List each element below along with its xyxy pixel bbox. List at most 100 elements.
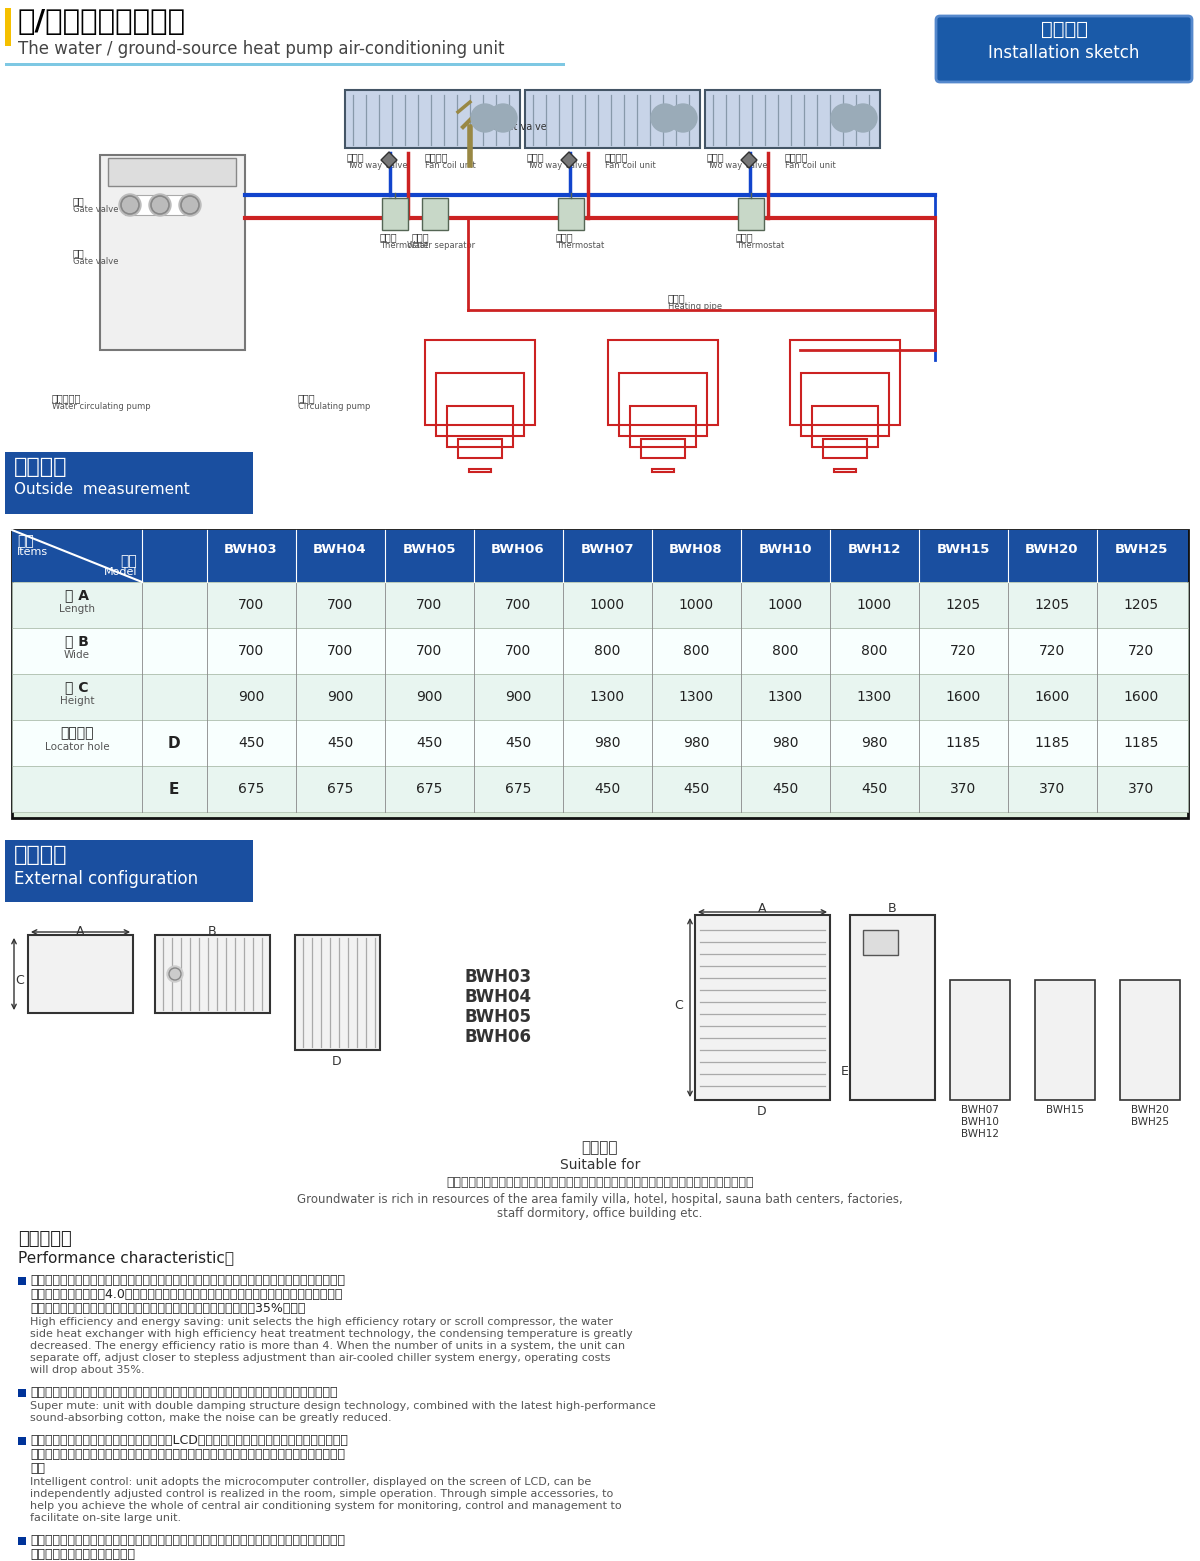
Text: staff dormitory, office building etc.: staff dormitory, office building etc. bbox=[497, 1207, 703, 1221]
Text: BWH07: BWH07 bbox=[581, 543, 634, 556]
Text: independently adjusted control is realized in the room, simple operation. Throug: independently adjusted control is realiz… bbox=[30, 1489, 613, 1499]
Text: will drop about 35%.: will drop about 35%. bbox=[30, 1364, 145, 1375]
Text: 450: 450 bbox=[326, 735, 353, 749]
Text: 900: 900 bbox=[505, 690, 532, 704]
Text: 二通阀: 二通阀 bbox=[527, 151, 545, 162]
Text: 简便。通过简单的选配件，要帮助您实现整个空调系统集中监控，方便现场大量机组的监控和管: 简便。通过简单的选配件，要帮助您实现整个空调系统集中监控，方便现场大量机组的监控… bbox=[30, 1449, 346, 1461]
Bar bbox=[526, 91, 700, 148]
Text: 高效节能：机组选用高效旋转式或涡旋式压缩机，水侧换热器采用高效换热技术处理，冷凝温度: 高效节能：机组选用高效旋转式或涡旋式压缩机，水侧换热器采用高效换热技术处理，冷凝… bbox=[30, 1274, 346, 1286]
Text: 1600: 1600 bbox=[946, 690, 980, 704]
Text: 项目: 项目 bbox=[17, 534, 34, 548]
Bar bbox=[5, 840, 253, 902]
Text: 地暖管: 地暖管 bbox=[668, 293, 685, 303]
Bar bbox=[5, 62, 565, 66]
Text: 1000: 1000 bbox=[857, 598, 892, 612]
Text: 容易，可分区设计，分次安装。: 容易，可分区设计，分次安装。 bbox=[30, 1549, 134, 1561]
Circle shape bbox=[149, 194, 172, 215]
Bar bbox=[608, 340, 718, 425]
Text: 450: 450 bbox=[238, 735, 264, 749]
Text: BWH10: BWH10 bbox=[961, 1118, 998, 1127]
Text: Performance characteristic：: Performance characteristic： bbox=[18, 1250, 234, 1264]
Text: 980: 980 bbox=[594, 735, 620, 749]
Text: BWH07: BWH07 bbox=[961, 1105, 998, 1115]
Bar bbox=[802, 373, 889, 436]
Bar bbox=[738, 198, 764, 229]
Text: Two way valve: Two way valve bbox=[347, 161, 408, 170]
Circle shape bbox=[670, 105, 697, 133]
Text: 分水器: 分水器 bbox=[412, 233, 430, 242]
Text: C: C bbox=[674, 999, 683, 1012]
Text: sound-absorbing cotton, make the noise can be greatly reduced.: sound-absorbing cotton, make the noise c… bbox=[30, 1413, 391, 1424]
Circle shape bbox=[650, 105, 679, 133]
Text: BWH04: BWH04 bbox=[466, 988, 532, 1005]
Bar bbox=[425, 340, 535, 425]
Text: 外形尺寸: 外形尺寸 bbox=[14, 457, 67, 478]
Text: External configuration: External configuration bbox=[14, 869, 198, 888]
Circle shape bbox=[179, 194, 202, 215]
Bar bbox=[834, 468, 856, 471]
Text: 720: 720 bbox=[950, 645, 976, 659]
Bar bbox=[1034, 980, 1096, 1101]
Text: Gate valve: Gate valve bbox=[73, 258, 119, 265]
Text: A: A bbox=[76, 926, 84, 938]
Polygon shape bbox=[742, 151, 757, 169]
Text: BWH12: BWH12 bbox=[847, 543, 901, 556]
Text: 700: 700 bbox=[238, 645, 264, 659]
Text: D: D bbox=[168, 735, 180, 751]
Bar bbox=[706, 91, 880, 148]
Text: Items: Items bbox=[17, 546, 48, 557]
Text: BWH25: BWH25 bbox=[1115, 543, 1168, 556]
Bar bbox=[12, 531, 1188, 818]
Text: 1300: 1300 bbox=[589, 690, 624, 704]
Text: 700: 700 bbox=[238, 598, 264, 612]
Text: 1205: 1205 bbox=[1034, 598, 1069, 612]
Text: 370: 370 bbox=[950, 782, 976, 796]
Text: 温控器: 温控器 bbox=[736, 233, 754, 242]
Text: D: D bbox=[757, 1105, 767, 1118]
Text: 理。: 理。 bbox=[30, 1463, 46, 1475]
Text: 1185: 1185 bbox=[1123, 735, 1159, 749]
Text: Outside  measurement: Outside measurement bbox=[14, 482, 190, 496]
Bar bbox=[812, 406, 878, 446]
Bar bbox=[12, 720, 1188, 766]
Text: 闸阀: 闸阀 bbox=[73, 197, 85, 206]
Bar bbox=[18, 1389, 26, 1397]
Text: Fan coil unit: Fan coil unit bbox=[425, 161, 475, 170]
Bar bbox=[469, 468, 491, 471]
Text: 1300: 1300 bbox=[857, 690, 892, 704]
Text: 450: 450 bbox=[683, 782, 709, 796]
Polygon shape bbox=[382, 151, 397, 169]
Text: 800: 800 bbox=[683, 645, 709, 659]
Text: E: E bbox=[841, 1065, 848, 1079]
Text: facilitate on-site large unit.: facilitate on-site large unit. bbox=[30, 1513, 181, 1524]
Text: 800: 800 bbox=[860, 645, 887, 659]
Text: Wide: Wide bbox=[64, 649, 90, 660]
Text: Two way valve: Two way valve bbox=[527, 161, 588, 170]
Bar bbox=[630, 406, 696, 446]
Circle shape bbox=[850, 105, 877, 133]
Bar bbox=[619, 373, 707, 436]
Circle shape bbox=[830, 105, 859, 133]
Text: 适用范围: 适用范围 bbox=[582, 1140, 618, 1155]
Text: help you achieve the whole of central air conditioning system for monitoring, co: help you achieve the whole of central ai… bbox=[30, 1502, 622, 1511]
Bar bbox=[458, 439, 502, 457]
Bar bbox=[28, 935, 133, 1013]
Bar bbox=[125, 195, 185, 215]
Text: 循环泵: 循环泵 bbox=[298, 393, 316, 403]
Text: Super mute: unit with double damping structure design technology, combined with : Super mute: unit with double damping str… bbox=[30, 1402, 655, 1411]
Text: 370: 370 bbox=[1039, 782, 1066, 796]
Bar bbox=[5, 453, 253, 514]
Text: 安装简捷：地源热泵系统设备简单，控制部件少，水管路系统配置简单，设计周期短，启动调整: 安装简捷：地源热泵系统设备简单，控制部件少，水管路系统配置简单，设计周期短，启动… bbox=[30, 1534, 346, 1547]
Bar bbox=[863, 930, 898, 955]
Text: Thermostat: Thermostat bbox=[736, 240, 785, 250]
Text: 长 A: 长 A bbox=[65, 588, 89, 603]
Text: 450: 450 bbox=[594, 782, 620, 796]
Text: 风机盘管: 风机盘管 bbox=[785, 151, 809, 162]
Text: 700: 700 bbox=[326, 598, 353, 612]
Text: E: E bbox=[169, 782, 179, 798]
Text: 980: 980 bbox=[772, 735, 798, 749]
Text: 450: 450 bbox=[505, 735, 532, 749]
Bar bbox=[641, 439, 685, 457]
Text: 定位孔位: 定位孔位 bbox=[60, 726, 94, 740]
FancyBboxPatch shape bbox=[936, 16, 1192, 83]
